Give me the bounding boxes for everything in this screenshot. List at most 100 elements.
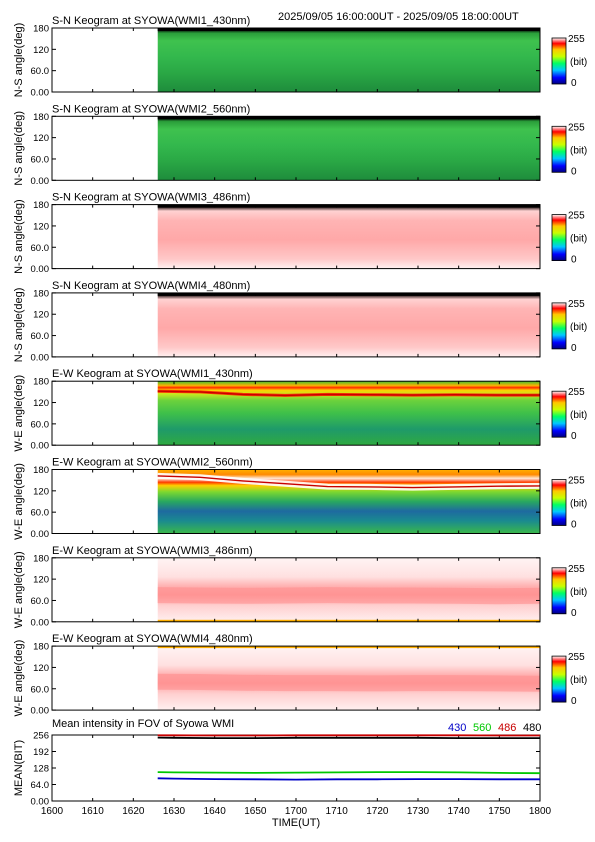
keogram-panel: E-W Keogram at SYOWA(WMI3_486nm) 0.00 60.0… xyxy=(13,545,587,629)
y-tick-label: 180 xyxy=(33,112,49,123)
colorbar-min-label: 0 xyxy=(571,255,577,266)
legend-label-480: 480 xyxy=(523,722,541,734)
colorbar-min-label: 0 xyxy=(571,166,577,177)
y-tick-label: 180 xyxy=(33,553,49,564)
x-tick-label: 1740 xyxy=(448,806,471,817)
x-tick-label: 1650 xyxy=(244,806,267,817)
y-tick-label: 0.00 xyxy=(31,529,50,540)
panel-title: E-W Keogram at SYOWA(WMI3_486nm) xyxy=(52,545,253,557)
y-tick-label: 192 xyxy=(33,747,49,758)
colorbar xyxy=(551,390,567,438)
keogram-panel: S-N Keogram at SYOWA(WMI4_480nm) 0.00 60.0… xyxy=(13,280,587,364)
y-axis-label: W-E angle(deg) xyxy=(13,375,25,452)
y-tick-label: 180 xyxy=(33,288,49,299)
y-tick-label: 0.00 xyxy=(31,617,50,628)
colorbar-max-label: 255 xyxy=(568,564,585,575)
y-tick-label: 180 xyxy=(33,200,49,211)
colorbar-unit-label: (bit) xyxy=(570,675,587,686)
auroral-arc-core xyxy=(157,390,540,397)
panel-title: E-W Keogram at SYOWA(WMI2_560nm) xyxy=(52,457,253,469)
keogram-panels: S-N Keogram at SYOWA(WMI1_430nm) 0.00 60.0… xyxy=(13,15,587,717)
y-tick-label: 180 xyxy=(33,377,49,388)
plot-frame xyxy=(51,734,541,802)
y-tick-label: 0.00 xyxy=(31,441,50,452)
y-axis-label: N-S angle(deg) xyxy=(13,111,25,186)
y-tick-label: 0.00 xyxy=(31,176,50,187)
x-tick-label: 1620 xyxy=(122,806,145,817)
header-time-range: 2025/09/05 16:00:00UT - 2025/09/05 18:00… xyxy=(278,11,519,23)
y-tick-label: 120 xyxy=(33,45,49,56)
colorbar xyxy=(551,567,567,615)
keogram-top-band xyxy=(157,28,540,31)
series-line-480 xyxy=(157,736,540,739)
y-tick-label: 60.0 xyxy=(31,331,50,342)
y-tick-label: 60.0 xyxy=(31,66,50,77)
series-line-560 xyxy=(157,771,541,775)
emission-band xyxy=(157,587,541,605)
y-tick-label: 180 xyxy=(33,642,49,653)
y-axis-label: W-E angle(deg) xyxy=(13,551,25,628)
y-tick-label: 120 xyxy=(33,663,49,674)
keogram-image xyxy=(157,28,540,92)
y-tick-label: 0.00 xyxy=(31,706,50,717)
colorbar-max-label: 255 xyxy=(568,476,585,487)
time-axis: 1600 1610 1620 1630 1640 1650 1700 1710 1720 1730… xyxy=(41,806,552,829)
y-tick-label: 120 xyxy=(33,221,49,232)
keogram-panel: S-N Keogram at SYOWA(WMI3_486nm) 0.00 60.0… xyxy=(13,192,587,276)
colorbar-min-label: 0 xyxy=(571,520,577,531)
y-tick-label: 0.00 xyxy=(31,264,50,275)
y-tick-label: 60.0 xyxy=(31,419,50,430)
colorbar xyxy=(551,37,567,85)
y-axis-label: N-S angle(deg) xyxy=(13,199,25,274)
y-tick-label: 60.0 xyxy=(31,596,50,607)
colorbar-unit-label: (bit) xyxy=(570,322,587,333)
y-tick-label: 128 xyxy=(33,764,49,775)
keogram-panel: E-W Keogram at SYOWA(WMI2_560nm) 0.00 60.0… xyxy=(13,457,587,541)
legend-label-560: 560 xyxy=(473,722,491,734)
colorbar-min-label: 0 xyxy=(571,343,577,354)
colorbar-min-label: 0 xyxy=(571,608,577,619)
keogram-panel: E-W Keogram at SYOWA(WMI4_480nm) 0.00 60.0… xyxy=(13,633,587,717)
colorbar-max-label: 255 xyxy=(568,652,585,663)
panel-title: S-N Keogram at SYOWA(WMI4_480nm) xyxy=(52,280,250,292)
colorbar-max-label: 255 xyxy=(568,299,585,310)
y-tick-label: 120 xyxy=(33,133,49,144)
y-tick-label: 120 xyxy=(33,398,49,409)
keogram-panel: E-W Keogram at SYOWA(WMI1_430nm) 0.00 60.0… xyxy=(13,368,587,452)
colorbar-max-label: 255 xyxy=(568,387,585,398)
colorbar-min-label: 0 xyxy=(571,78,577,89)
x-tick-label: 1710 xyxy=(326,806,349,817)
y-tick-label: 120 xyxy=(33,310,49,321)
auroral-arc-core xyxy=(157,475,541,489)
keogram-image xyxy=(157,381,540,446)
keogram-image xyxy=(157,116,540,181)
colorbar-max-label: 255 xyxy=(568,211,585,222)
x-tick-label: 1600 xyxy=(41,806,64,817)
mean-intensity-panel: Mean intensity in FOV of Syowa WMI 430 560… xyxy=(13,718,541,808)
y-axis-label: W-E angle(deg) xyxy=(13,640,25,717)
keogram-panel: S-N Keogram at SYOWA(WMI2_560nm) 0.00 60.0… xyxy=(13,103,587,187)
keogram-bottom-band xyxy=(157,619,540,622)
y-axis-label: N-S angle(deg) xyxy=(13,23,25,98)
panel-title: S-N Keogram at SYOWA(WMI1_430nm) xyxy=(52,15,250,27)
y-tick-label: 180 xyxy=(33,24,49,35)
y-tick-label: 0.00 xyxy=(31,352,50,363)
colorbar-unit-label: (bit) xyxy=(570,57,587,68)
keogram-panel: S-N Keogram at SYOWA(WMI1_430nm) 0.00 60.0… xyxy=(13,15,587,99)
x-tick-label: 1730 xyxy=(407,806,430,817)
y-tick-label: 60.0 xyxy=(31,243,50,254)
colorbar-unit-label: (bit) xyxy=(570,410,587,421)
y-axis-label: N-S angle(deg) xyxy=(13,288,25,363)
x-tick-label: 1750 xyxy=(488,806,511,817)
keogram-image xyxy=(157,292,540,357)
series-line-430 xyxy=(157,777,540,781)
y-tick-label: 60.0 xyxy=(31,684,50,695)
keogram-image xyxy=(157,204,540,269)
x-tick-label: 1720 xyxy=(366,806,389,817)
keogram-top-band xyxy=(157,204,540,208)
y-axis-label: MEAN(BIT) xyxy=(13,740,25,796)
y-axis-label: W-E angle(deg) xyxy=(13,463,25,540)
colorbar xyxy=(551,302,567,350)
x-axis-label: TIME(UT) xyxy=(272,817,320,829)
colorbar xyxy=(551,214,567,262)
